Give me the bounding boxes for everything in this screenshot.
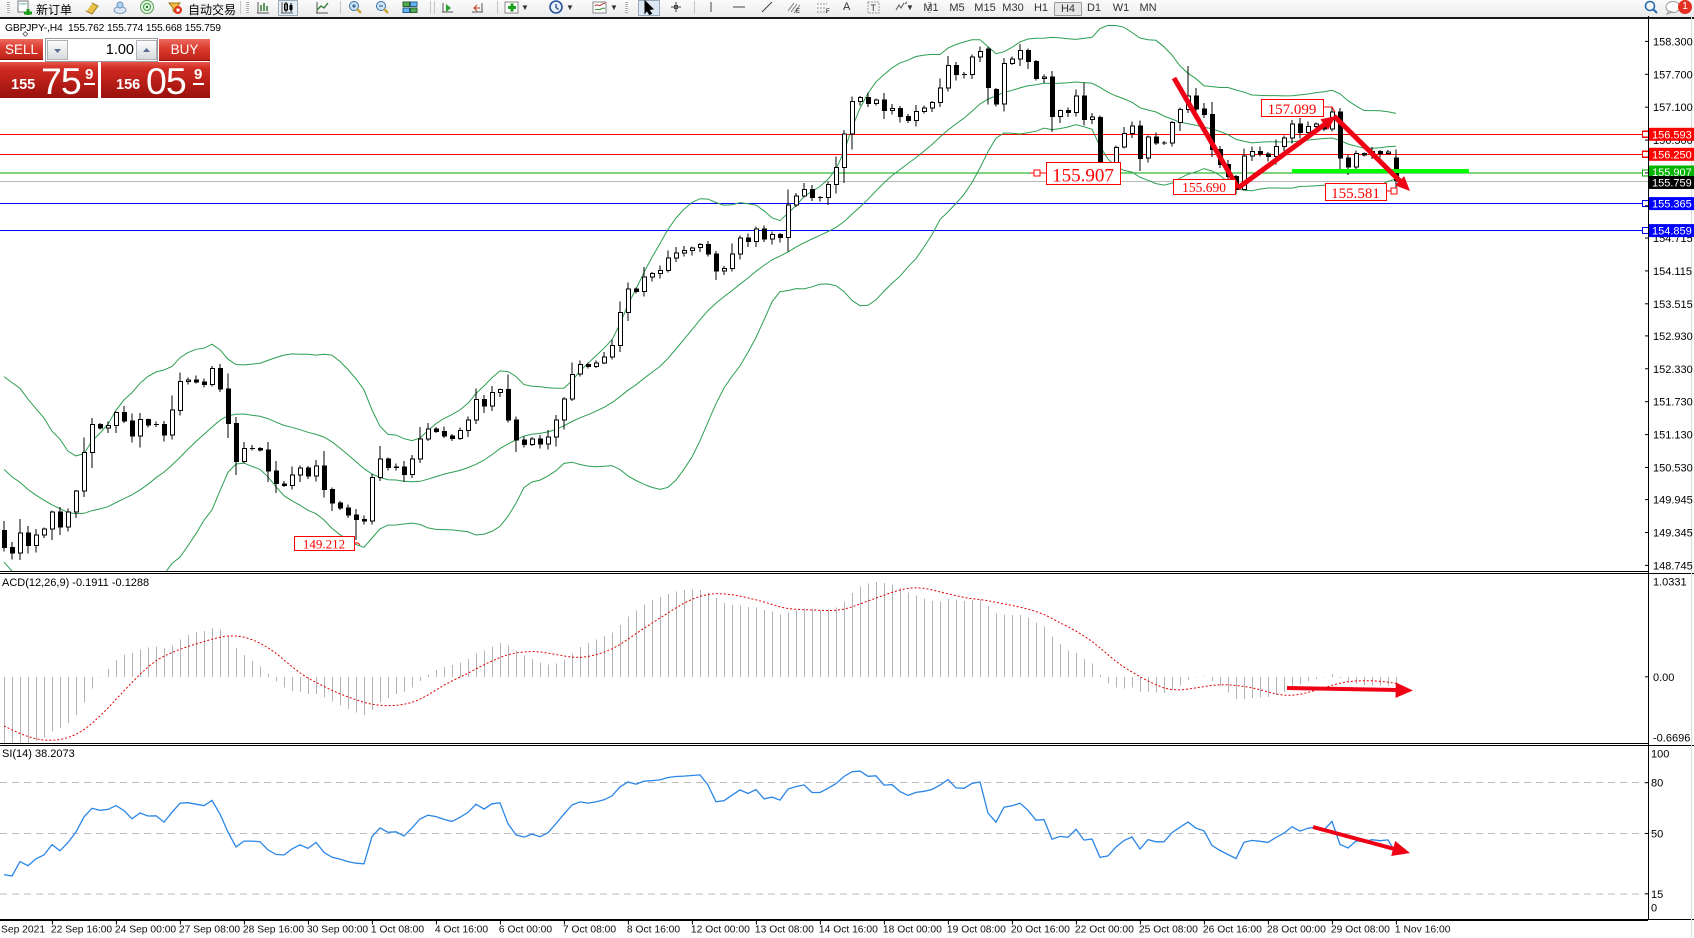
svg-text:6 Oct 00:00: 6 Oct 00:00 <box>499 925 553 936</box>
svg-text:29 Oct 08:00: 29 Oct 08:00 <box>1331 925 1390 936</box>
svg-text:151.130: 151.130 <box>1653 430 1693 442</box>
svg-text:153.515: 153.515 <box>1653 299 1693 311</box>
svg-text:155.365: 155.365 <box>1652 199 1692 211</box>
svg-text:152.330: 152.330 <box>1653 364 1693 376</box>
svg-text:ACD(12,26,9) -0.1911 -0.1288: ACD(12,26,9) -0.1911 -0.1288 <box>2 577 149 589</box>
svg-text:30 Sep 00:00: 30 Sep 00:00 <box>307 925 369 936</box>
svg-text:0: 0 <box>1651 903 1657 915</box>
svg-text:28 Oct 00:00: 28 Oct 00:00 <box>1267 925 1326 936</box>
svg-text:24 Sep 00:00: 24 Sep 00:00 <box>115 925 177 936</box>
svg-text:154.115: 154.115 <box>1653 266 1692 278</box>
svg-text:F: F <box>826 9 830 15</box>
svg-text:149.945: 149.945 <box>1653 495 1693 507</box>
svg-text:148.745: 148.745 <box>1653 560 1693 572</box>
svg-text:E: E <box>796 9 800 15</box>
svg-text:100: 100 <box>1651 749 1669 761</box>
svg-text:12 Oct 00:00: 12 Oct 00:00 <box>691 925 750 936</box>
svg-text:-0.6696: -0.6696 <box>1653 732 1690 744</box>
svg-text:157.100: 157.100 <box>1653 102 1693 114</box>
svg-text:7 Oct 08:00: 7 Oct 08:00 <box>563 925 617 936</box>
svg-text:155.690: 155.690 <box>1182 180 1226 195</box>
svg-text:8 Oct 16:00: 8 Oct 16:00 <box>627 925 681 936</box>
svg-text:26 Oct 16:00: 26 Oct 16:00 <box>1203 925 1262 936</box>
svg-text:155.581: 155.581 <box>1331 186 1380 202</box>
svg-text:13 Oct 08:00: 13 Oct 08:00 <box>755 925 814 936</box>
svg-text:149.345: 149.345 <box>1653 528 1693 540</box>
svg-text:155.907: 155.907 <box>1052 166 1114 187</box>
svg-text:Sep 2021: Sep 2021 <box>1 925 45 936</box>
svg-text:22 Sep 16:00: 22 Sep 16:00 <box>51 925 113 936</box>
svg-text:150.530: 150.530 <box>1653 463 1693 475</box>
svg-text:14 Oct 16:00: 14 Oct 16:00 <box>819 925 878 936</box>
svg-text:T: T <box>871 3 877 13</box>
svg-text:155.759: 155.759 <box>1652 178 1692 190</box>
svg-text:1 Nov 16:00: 1 Nov 16:00 <box>1395 925 1451 936</box>
svg-text:0.00: 0.00 <box>1653 672 1674 684</box>
svg-text:154.859: 154.859 <box>1652 226 1692 238</box>
svg-text:28 Sep 16:00: 28 Sep 16:00 <box>243 925 305 936</box>
svg-text:156.250: 156.250 <box>1652 149 1692 161</box>
svg-text:80: 80 <box>1651 778 1663 790</box>
svg-text:20 Oct 16:00: 20 Oct 16:00 <box>1011 925 1070 936</box>
svg-text:50: 50 <box>1651 829 1663 841</box>
svg-text:1 Oct 08:00: 1 Oct 08:00 <box>371 925 425 936</box>
svg-text:GBPJPY-,H4 155.762 155.774 15: GBPJPY-,H4 155.762 155.774 155.668 155.7… <box>5 23 221 34</box>
svg-text:152.930: 152.930 <box>1653 331 1693 343</box>
svg-text:27 Sep 08:00: 27 Sep 08:00 <box>179 925 241 936</box>
svg-text:1.0331: 1.0331 <box>1653 577 1687 589</box>
svg-text:18 Oct 00:00: 18 Oct 00:00 <box>883 925 942 936</box>
svg-text:22 Oct 00:00: 22 Oct 00:00 <box>1075 925 1134 936</box>
svg-text:158.300: 158.300 <box>1653 36 1693 48</box>
svg-text:157.700: 157.700 <box>1653 69 1693 81</box>
svg-text:151.730: 151.730 <box>1653 397 1693 409</box>
svg-text:156.593: 156.593 <box>1652 129 1692 141</box>
svg-text:15: 15 <box>1651 889 1663 901</box>
svg-text:157.099: 157.099 <box>1268 102 1317 118</box>
svg-text:25 Oct 08:00: 25 Oct 08:00 <box>1139 925 1198 936</box>
svg-text:19 Oct 08:00: 19 Oct 08:00 <box>947 925 1006 936</box>
svg-text:SI(14) 38.2073: SI(14) 38.2073 <box>2 748 75 760</box>
svg-text:149.212: 149.212 <box>303 537 345 552</box>
svg-text:4 Oct 16:00: 4 Oct 16:00 <box>435 925 489 936</box>
